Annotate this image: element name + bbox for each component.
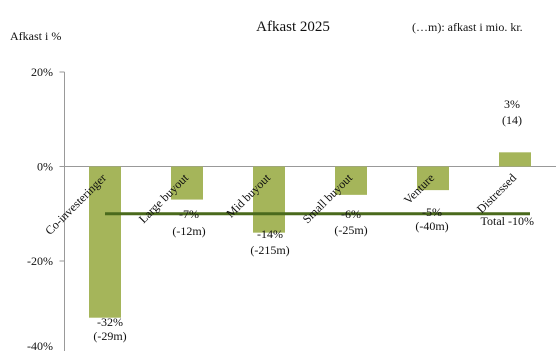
data-label-4: -5% (422, 205, 442, 219)
data-label-5: 3% (504, 97, 520, 111)
bar-1 (171, 166, 203, 200)
data-label-2: -14% (257, 227, 283, 241)
category-label-5: Distressed (474, 171, 519, 216)
data-label-1: -7% (179, 207, 199, 221)
y-tick-label: -20% (27, 254, 53, 268)
total-label: Total -10% (481, 214, 534, 228)
bar-4 (417, 166, 449, 191)
y-tick-label: -40% (27, 339, 53, 351)
amount-label-5: (14) (502, 113, 522, 127)
chart-title: Afkast 2025 (256, 19, 330, 35)
y-tick-label: 20% (31, 65, 53, 79)
bar-3 (335, 166, 367, 195)
bar-5 (499, 152, 531, 167)
bar-2 (253, 166, 285, 233)
y-tick-label: 0% (37, 160, 53, 174)
data-label-3: -6% (341, 207, 361, 221)
bar-0 (89, 166, 121, 318)
amount-label-2: (-215m) (250, 243, 289, 257)
y-axis-label: Afkast i % (10, 29, 61, 43)
data-label-0: -32% (97, 315, 123, 329)
chart-subtitle: (…m): afkast i mio. kr. (412, 20, 523, 34)
amount-label-1: (-12m) (172, 224, 205, 238)
amount-label-4: (-40m) (415, 219, 448, 233)
amount-label-3: (-25m) (334, 223, 367, 237)
amount-label-0: (-29m) (93, 329, 126, 343)
plot-area: 20%0%-20%-40%Co-investeringer Large buyou… (27, 65, 556, 351)
